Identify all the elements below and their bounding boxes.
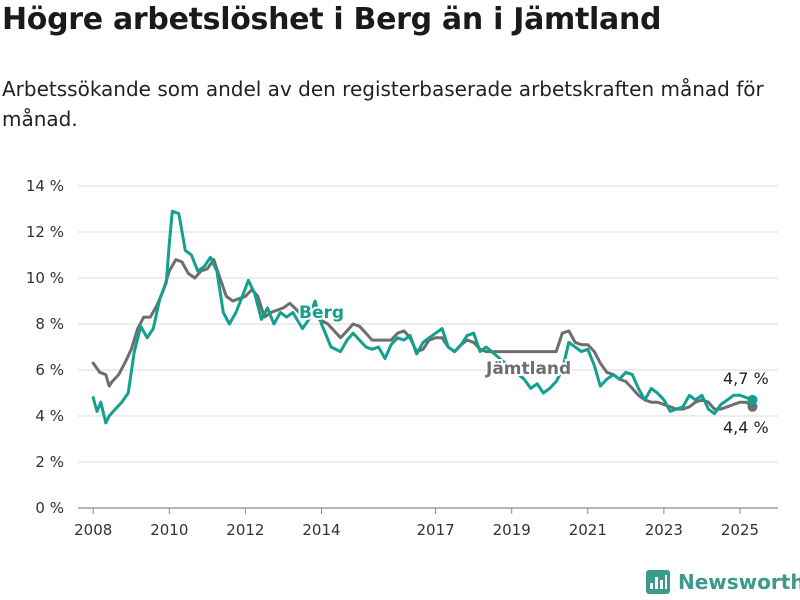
series-label-jamtland: Jämtland (485, 359, 571, 379)
y-tick-label: 8 % (35, 315, 64, 333)
series-lines (91, 209, 758, 425)
bar-chart-icon (646, 570, 670, 594)
brand-name: Newsworthy (678, 570, 800, 594)
series-line-berg (91, 209, 754, 425)
series-label-berg: Berg (299, 303, 344, 323)
y-tick-label: 0 % (35, 499, 64, 517)
y-tick-label: 12 % (26, 223, 64, 241)
line-chart: 0 % 2 % 4 % 6 % 8 % 10 % 12 % 14 % 2008 2010 2012… (26, 177, 778, 539)
grid (78, 185, 778, 509)
series-line-jmtland (91, 258, 754, 411)
end-label-jamtland: 4,4 % (723, 418, 769, 437)
y-tick-label: 14 % (26, 177, 64, 195)
y-tick-label: 2 % (35, 453, 64, 471)
x-tick-label: 2014 (302, 521, 340, 539)
x-tick-label: 2019 (493, 521, 531, 539)
x-tick-label: 2017 (417, 521, 455, 539)
x-tick-label: 2008 (74, 521, 112, 539)
y-axis-labels: 0 % 2 % 4 % 6 % 8 % 10 % 12 % 14 % (26, 177, 64, 517)
end-point-berg (747, 394, 758, 405)
chart-subtitle: Arbetssökande som andel av den registerb… (2, 77, 764, 131)
y-tick-label: 4 % (35, 407, 64, 425)
x-axis: 2008 2010 2012 2014 2017 2019 2021 2023 2025 (74, 508, 759, 539)
x-tick-label: 2010 (150, 521, 188, 539)
y-tick-label: 6 % (35, 361, 64, 379)
chart-title: Högre arbetslöshet i Berg än i Jämtland (2, 2, 662, 37)
x-tick-label: 2021 (569, 521, 607, 539)
series-labels: Berg Jämtland 4,7 % 4,4 % (297, 301, 769, 437)
newsworthy-logo: Newsworthy (646, 570, 800, 594)
x-tick-label: 2023 (645, 521, 683, 539)
x-tick-label: 2012 (226, 521, 264, 539)
end-point-jmtland (747, 401, 758, 412)
end-label-berg: 4,7 % (723, 369, 769, 388)
x-tick-label: 2025 (721, 521, 759, 539)
y-tick-label: 10 % (26, 269, 64, 287)
